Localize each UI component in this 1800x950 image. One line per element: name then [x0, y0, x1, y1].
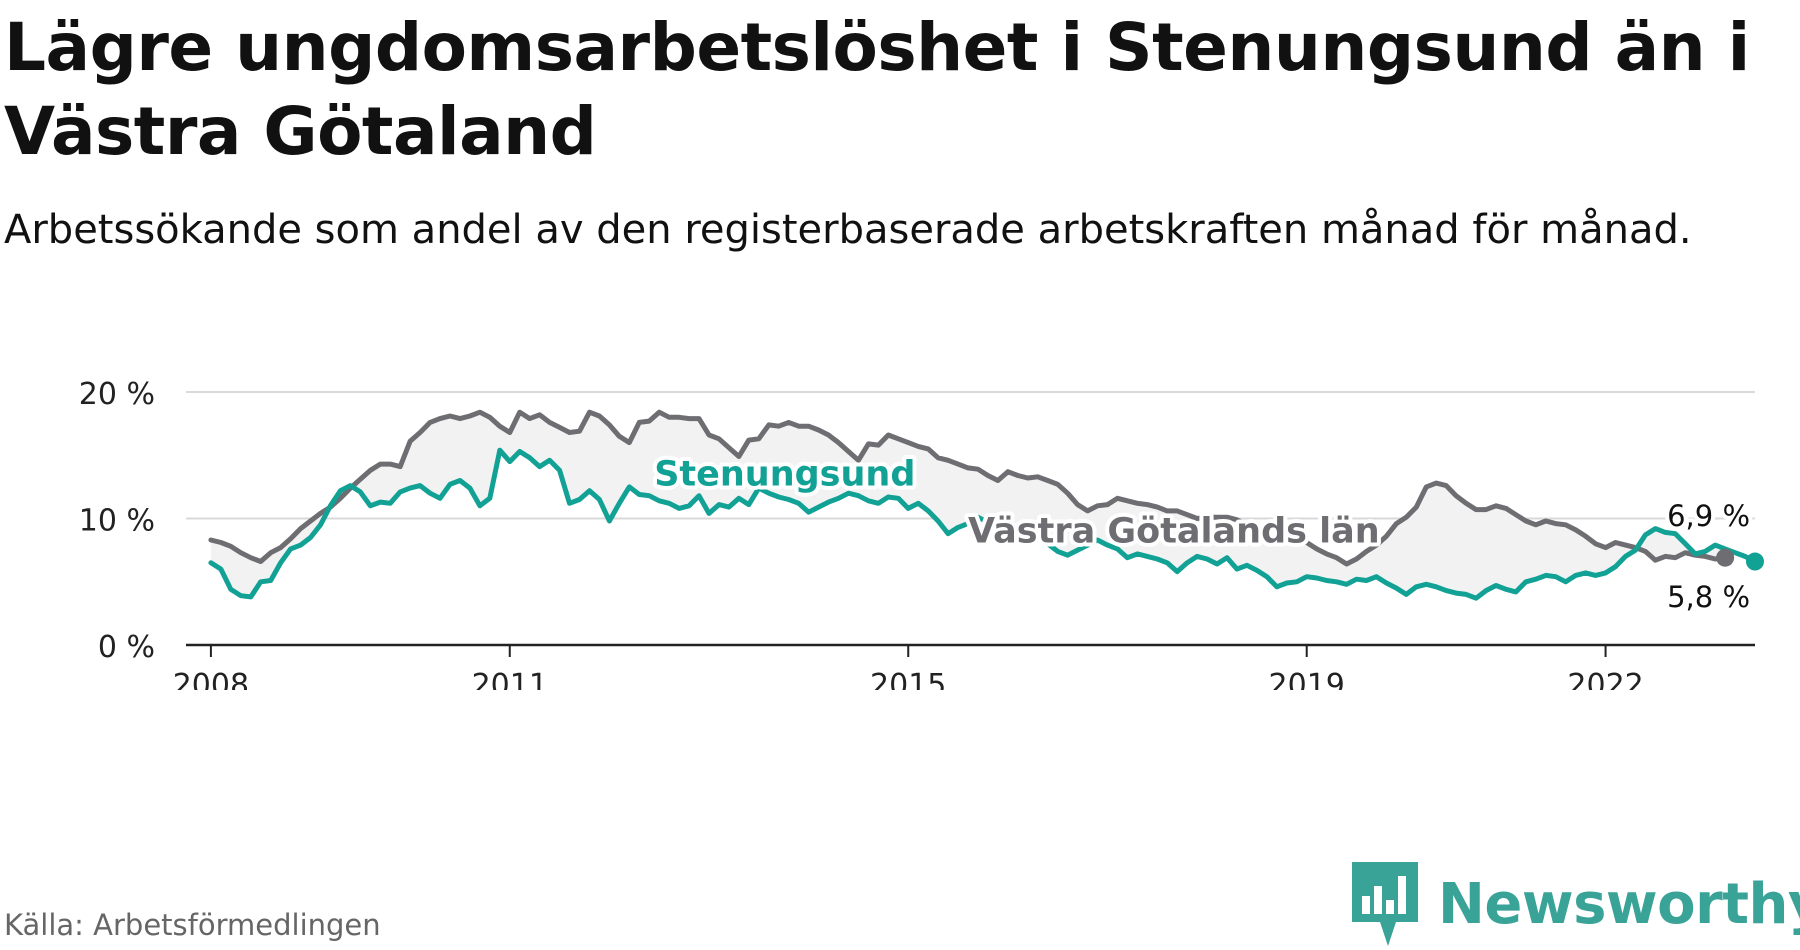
series-label-vastra-gotaland: Västra Götalands län: [968, 512, 1380, 552]
x-tick-label: 2022: [1567, 668, 1643, 690]
axes: 0 % 10 % 20 % 2008 2011 2015 2019 2022: [79, 377, 1755, 690]
chart-title: Lägre ungdomsarbetslöshet i Stenungsund …: [4, 9, 1750, 170]
y-tick-label: 10 %: [79, 504, 155, 539]
end-value-label-stenungsund: 5,8 %: [1667, 580, 1750, 614]
bar-chart-speech-bubble-icon: [1352, 862, 1418, 946]
x-tick-label: 2015: [870, 668, 946, 690]
gap-fill-area: [210, 412, 1726, 599]
line-chart: 0 % 10 % 20 % 2008 2011 2015 2019 2022 Stenungs…: [79, 377, 1764, 690]
end-value-label-vastra-gotaland: 6,9 %: [1667, 499, 1750, 533]
source-note: Källa: Arbetsförmedlingen: [4, 908, 381, 942]
series-line-stenungsund: [208, 447, 1758, 601]
y-tick-label: 20 %: [79, 377, 155, 412]
x-tick-label: 2011: [472, 668, 548, 690]
y-tick-label: 0 %: [98, 630, 155, 665]
end-point-vastra-gotaland: [1716, 548, 1735, 567]
end-point-stenungsund: [1746, 552, 1764, 571]
chart-subtitle: Arbetssökande som andel av den registerb…: [4, 207, 1692, 253]
x-tick-label: 2008: [173, 668, 249, 690]
series-line-vastra-gotaland: [208, 409, 1728, 567]
logo-text: Newsworthy: [1438, 871, 1800, 937]
series-label-stenungsund: Stenungsund: [654, 455, 915, 495]
x-tick-label: 2019: [1269, 668, 1345, 690]
newsworthy-logo[interactable]: Newsworthy: [1348, 858, 1800, 950]
series-lines: [208, 409, 1764, 601]
series-labels: Stenungsund Västra Götalands län 6,9 % 5,8 …: [650, 451, 1754, 618]
